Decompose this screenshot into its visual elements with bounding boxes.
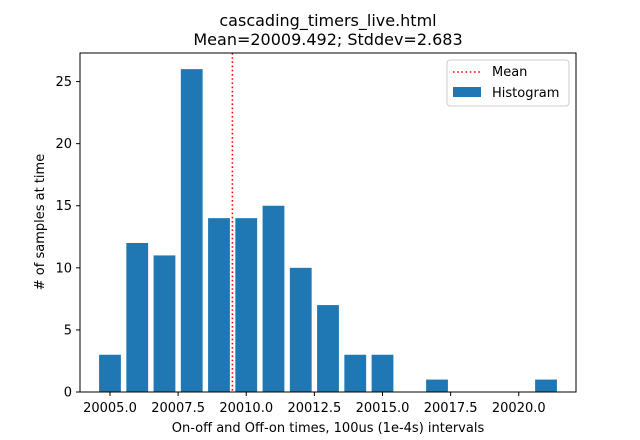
- histogram-bar: [180, 69, 203, 392]
- chart-subtitle: Mean=20009.492; Stddev=2.683: [193, 30, 462, 49]
- x-axis-ticks: 20005.0 20007.5 20010.0 20012.5 20015.0 20017…: [83, 392, 546, 416]
- legend-mean-label: Mean: [492, 65, 527, 80]
- x-tick-label: 20020.0: [492, 401, 546, 416]
- x-tick-label: 20005.0: [83, 401, 137, 416]
- histogram-bar: [99, 354, 121, 392]
- y-axis-label: # of samples at time: [33, 154, 48, 290]
- y-tick-label: 5: [64, 323, 72, 338]
- x-tick-label: 20017.5: [424, 401, 478, 416]
- y-tick-label: 15: [55, 199, 72, 214]
- histogram-bar: [535, 379, 557, 392]
- histogram-bar: [262, 205, 285, 392]
- legend-histogram-label: Histogram: [492, 86, 559, 101]
- y-tick-label: 0: [64, 386, 72, 401]
- y-tick-label: 20: [55, 137, 72, 152]
- histogram-bar: [153, 255, 176, 392]
- plot-area-frame: [79, 52, 577, 393]
- histogram-bar: [208, 218, 230, 392]
- histogram-bar: [317, 305, 339, 392]
- histogram-bar: [289, 267, 312, 392]
- histogram-bar: [344, 354, 367, 392]
- y-tick-label: 25: [55, 75, 72, 90]
- x-axis-label: On-off and Off-on times, 100us (1e-4s) i…: [172, 421, 485, 436]
- bars-layer: [99, 69, 557, 392]
- y-axis-ticks: 0 5 10 15 20 25: [55, 75, 80, 401]
- histogram-bar: [235, 218, 258, 392]
- histogram-bar: [126, 242, 149, 392]
- x-tick-label: 20007.5: [151, 401, 205, 416]
- chart-title: cascading_timers_live.html: [219, 11, 436, 31]
- y-tick-label: 10: [55, 261, 72, 276]
- x-tick-label: 20010.0: [219, 401, 273, 416]
- legend-histogram-swatch: [453, 87, 481, 97]
- histogram-bar: [426, 379, 448, 392]
- legend: Mean Histogram: [446, 59, 570, 107]
- x-tick-label: 20015.0: [356, 401, 410, 416]
- histogram-bar: [371, 354, 394, 392]
- x-tick-label: 20012.5: [287, 401, 341, 416]
